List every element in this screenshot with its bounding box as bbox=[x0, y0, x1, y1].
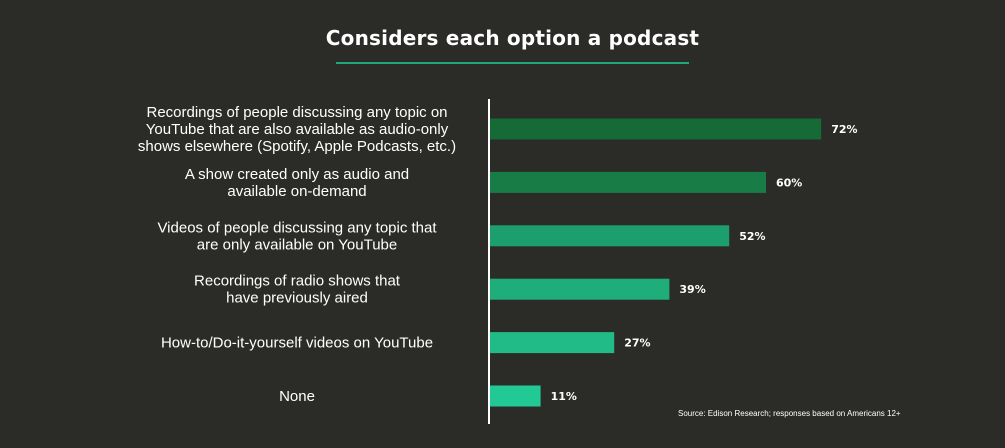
category-label-1-line-2: YouTube that are also available as audio… bbox=[146, 121, 449, 138]
bar-6 bbox=[490, 385, 541, 407]
value-label-5: 27% bbox=[624, 337, 650, 350]
category-label-3-line-2: are only available on YouTube bbox=[197, 236, 397, 253]
category-label-6-line-1: None bbox=[279, 388, 315, 405]
category-label-5-line-1: How-to/Do-it-yourself videos on YouTube bbox=[161, 335, 433, 352]
value-label-4: 39% bbox=[679, 283, 705, 296]
category-label-4-line-2: have previously aired bbox=[226, 290, 368, 307]
bar-3 bbox=[490, 225, 730, 247]
value-label-2: 60% bbox=[776, 176, 802, 189]
category-label-1-line-1: Recordings of people discussing any topi… bbox=[146, 104, 447, 121]
value-label-3: 52% bbox=[739, 230, 765, 243]
source-note: Source: Edison Research; responses based… bbox=[678, 409, 901, 418]
bar-2 bbox=[490, 171, 766, 193]
category-label-3-line-1: Videos of people discussing any topic th… bbox=[157, 219, 437, 236]
category-label-2-line-2: available on-demand bbox=[227, 183, 366, 200]
bar-5 bbox=[490, 332, 615, 354]
bar-1 bbox=[490, 118, 822, 140]
category-label-2-line-1: A show created only as audio and bbox=[185, 166, 409, 183]
value-label-1: 72% bbox=[831, 123, 857, 136]
title-underline bbox=[336, 62, 689, 64]
category-label-4-line-1: Recordings of radio shows that bbox=[194, 273, 401, 290]
bar-4 bbox=[490, 278, 670, 300]
chart-title: Considers each option a podcast bbox=[325, 26, 700, 50]
category-label-1-line-3: shows elsewhere (Spotify, Apple Podcasts… bbox=[138, 138, 456, 155]
value-label-6: 11% bbox=[551, 390, 577, 403]
bars-group: 72% Recordings of people discussing any t… bbox=[138, 104, 858, 407]
